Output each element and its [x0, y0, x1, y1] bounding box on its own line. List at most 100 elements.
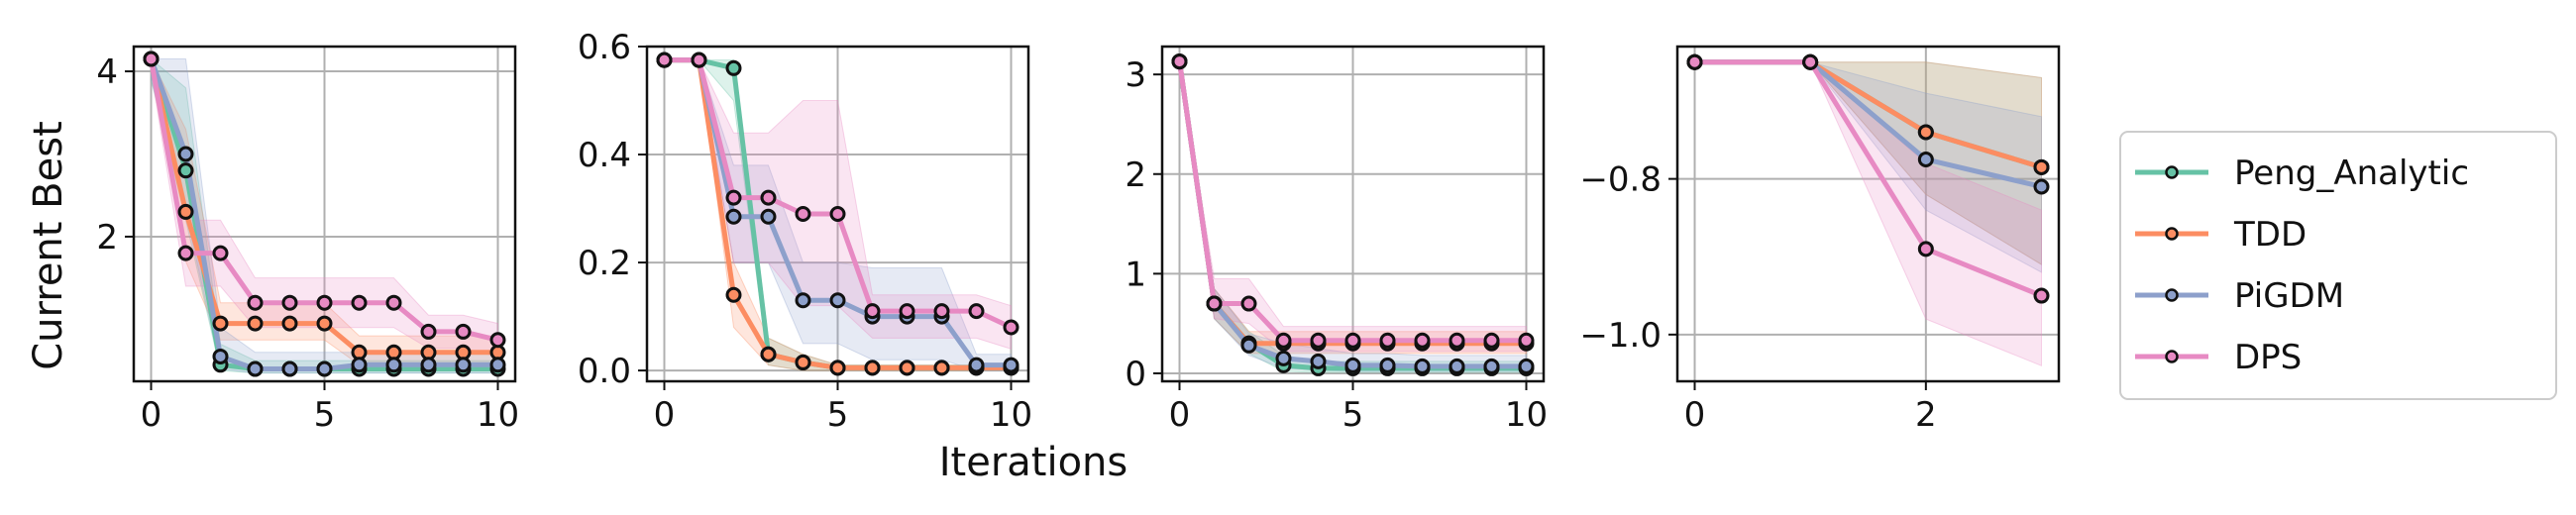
data-point: [1414, 332, 1431, 349]
data-point: [281, 360, 298, 377]
data-point: [760, 208, 777, 225]
data-point: [968, 357, 985, 373]
data-point: [1206, 295, 1223, 312]
data-point: [1802, 53, 1819, 70]
data-point: [385, 357, 402, 373]
x-tick-label: 10: [1505, 395, 1548, 435]
data-point: [1003, 357, 1020, 373]
legend-label: DPS: [2234, 338, 2302, 377]
data-point: [725, 286, 742, 303]
data-point: [725, 59, 742, 76]
x-tick-label: 2: [1915, 395, 1937, 435]
y-tick-label: 1: [1125, 255, 1146, 294]
data-point: [1310, 332, 1327, 349]
data-point: [1686, 53, 1703, 70]
data-point: [177, 245, 194, 261]
data-point: [177, 203, 194, 220]
data-point: [143, 51, 160, 67]
data-point: [455, 357, 472, 373]
y-tick-label: 0.4: [578, 136, 631, 175]
data-point: [212, 245, 229, 261]
data-point: [247, 294, 264, 311]
y-tick-label: 0.6: [578, 28, 631, 67]
data-point: [1414, 358, 1431, 374]
x-axis-label: Iterations: [939, 440, 1128, 485]
data-point: [212, 315, 229, 332]
data-point: [1240, 295, 1257, 312]
x-tick-label: 0: [1169, 395, 1191, 435]
chart-panels: 0 5 10 2 4 0 5 10 0.0 0.2 0.4 0.6 0 5 10 0 1 2 3 0 2 −0.8 −1.0: [96, 28, 2061, 435]
legend-marker: [2165, 227, 2179, 241]
data-point: [281, 315, 298, 332]
y-tick-label: 2: [96, 218, 118, 258]
data-point: [1518, 358, 1535, 374]
legend-marker: [2165, 165, 2179, 179]
data-point: [864, 360, 881, 376]
legend-label: PiGDM: [2234, 276, 2344, 316]
data-point: [933, 360, 950, 376]
x-tick-label: 5: [314, 395, 336, 435]
data-point: [795, 206, 811, 222]
data-point: [1518, 332, 1535, 349]
data-point: [316, 294, 333, 311]
data-point: [725, 208, 742, 225]
data-point: [1917, 241, 1934, 258]
legend-item: PiGDM: [2135, 276, 2344, 316]
y-tick-label: 0.0: [578, 352, 631, 391]
y-tick-label: 0: [1125, 355, 1146, 394]
chart-panel-4: 0 2 −0.8 −1.0: [1579, 45, 2061, 435]
chart-panel-2: 0 5 10 0.0 0.2 0.4 0.6: [578, 28, 1032, 435]
data-point: [1917, 151, 1934, 167]
data-point: [1310, 353, 1327, 369]
data-point: [1275, 332, 1292, 349]
legend: Peng_Analytic TDD PiGDM DPS: [2119, 131, 2557, 400]
data-point: [281, 294, 298, 311]
x-tick-label: 0: [141, 395, 162, 435]
data-point: [2033, 158, 2050, 175]
y-axis-label: Current Best: [26, 121, 71, 370]
data-point: [933, 303, 950, 320]
legend-item: TDD: [2135, 215, 2307, 255]
data-point: [489, 357, 506, 373]
data-point: [691, 52, 707, 68]
legend-label: Peng_Analytic: [2234, 154, 2469, 193]
data-point: [829, 360, 846, 376]
data-point: [968, 303, 985, 320]
data-point: [385, 294, 402, 311]
legend-label: TDD: [2233, 215, 2307, 255]
data-point: [2033, 287, 2050, 304]
data-point: [1344, 332, 1361, 349]
data-point: [656, 52, 673, 68]
data-point: [1275, 350, 1292, 366]
data-point: [795, 354, 811, 370]
data-point: [1449, 332, 1465, 349]
data-point: [760, 189, 777, 206]
data-point: [829, 206, 846, 222]
y-tick-label: 0.2: [578, 244, 631, 283]
x-tick-label: 0: [1684, 395, 1706, 435]
chart-panel-3: 0 5 10 0 1 2 3: [1125, 45, 1548, 435]
x-tick-label: 10: [990, 395, 1032, 435]
data-point: [1379, 332, 1396, 349]
chart-panel-1: 0 5 10 2 4: [96, 45, 519, 435]
data-point: [247, 360, 264, 377]
series-line-dps: [1694, 59, 2043, 298]
data-point: [864, 303, 881, 320]
legend-marker: [2165, 350, 2179, 363]
y-tick-label: 2: [1125, 155, 1146, 195]
data-point: [2033, 178, 2050, 195]
data-point: [351, 357, 368, 373]
x-tick-label: 10: [477, 395, 519, 435]
data-point: [177, 146, 194, 162]
data-point: [420, 323, 437, 340]
y-tick-label: 3: [1125, 55, 1146, 95]
data-point: [1449, 358, 1465, 374]
data-point: [420, 357, 437, 373]
axes-frame: [1675, 45, 2061, 383]
data-point: [1379, 357, 1396, 373]
data-point: [725, 189, 742, 206]
y-tick-label: −1.0: [1579, 316, 1662, 356]
y-tick-label: 4: [96, 52, 118, 92]
y-tick-label: −0.8: [1579, 160, 1662, 200]
